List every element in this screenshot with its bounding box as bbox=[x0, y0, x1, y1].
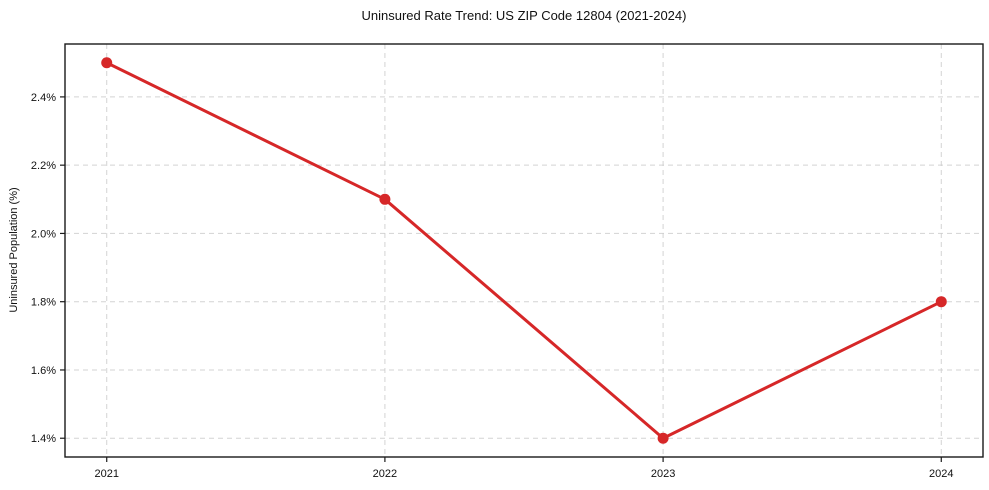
trend-line bbox=[105, 61, 943, 440]
y-tick-label: 2.2% bbox=[31, 160, 56, 172]
data-point-marker bbox=[935, 296, 947, 308]
y-tick-label: 2.4% bbox=[31, 92, 56, 104]
chart-title: Uninsured Rate Trend: US ZIP Code 12804 … bbox=[361, 8, 687, 23]
y-tick-label: 1.8% bbox=[31, 297, 56, 309]
data-point-marker bbox=[379, 193, 391, 205]
data-point-marker bbox=[101, 57, 113, 69]
x-tick-label: 2024 bbox=[929, 468, 953, 480]
x-tick-label: 2021 bbox=[94, 468, 118, 480]
y-tick-label: 1.6% bbox=[31, 365, 56, 377]
data-point-marker bbox=[657, 432, 669, 444]
plot-border bbox=[64, 43, 984, 458]
x-tick-label: 2022 bbox=[373, 468, 397, 480]
y-tick-label: 2.0% bbox=[31, 228, 56, 240]
y-tick-label: 1.4% bbox=[31, 433, 56, 445]
x-tick-label: 2023 bbox=[651, 468, 675, 480]
